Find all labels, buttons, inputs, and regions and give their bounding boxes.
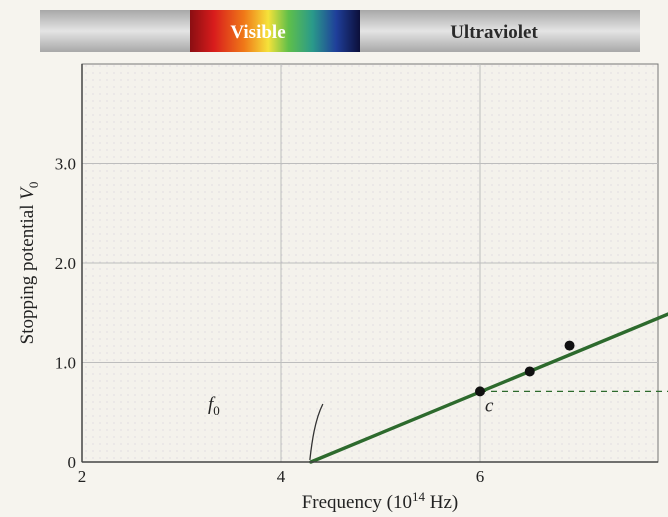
f0-label: f0 <box>208 394 220 418</box>
guide-lines <box>480 390 668 393</box>
y-tick-label: 1.0 <box>55 354 76 373</box>
data-point <box>524 366 535 377</box>
visible-spectrum-gradient <box>190 10 360 52</box>
x-axis-title: Frequency (1014 Hz) <box>302 489 459 513</box>
grid-lines <box>82 64 658 462</box>
data-point <box>564 340 575 351</box>
point-c-label: c <box>485 395 494 416</box>
x-tick-label: 6 <box>476 467 485 486</box>
x-tick-labels: 24681012 <box>78 467 485 486</box>
visible-label: Visible <box>230 22 285 43</box>
fit-line <box>309 312 668 464</box>
data-points <box>475 340 575 397</box>
ultraviolet-label: Ultraviolet <box>450 22 538 43</box>
f0-leader-line <box>309 403 324 461</box>
x-tick-label: 2 <box>78 467 87 486</box>
y-axis-title: Stopping potential V0 <box>17 182 41 345</box>
x-tick-label: 4 <box>277 467 286 486</box>
y-tick-label: 3.0 <box>55 155 76 174</box>
data-point <box>475 386 485 397</box>
y-tick-labels: 0 1.0 2.0 3.0 <box>55 155 76 473</box>
y-tick-label: 0 <box>68 453 77 472</box>
y-tick-label: 2.0 <box>55 254 76 273</box>
spectrum-band: Visible Ultraviolet <box>40 10 640 52</box>
